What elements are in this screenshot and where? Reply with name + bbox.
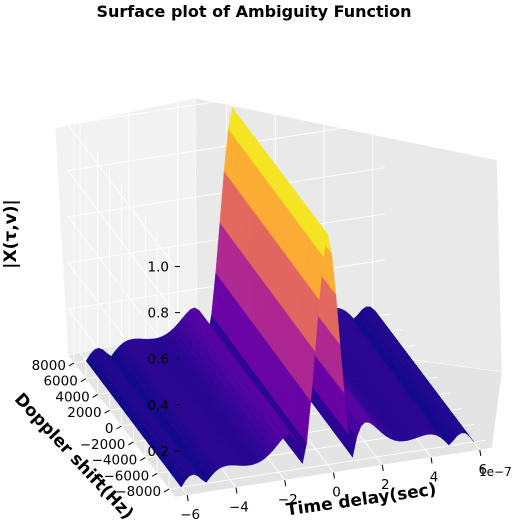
x-tick-label: −6 (180, 507, 200, 523)
surface-cell (467, 433, 475, 443)
y-tick-label: −2000 (80, 437, 126, 453)
z-tick-label: 0.8 (148, 306, 169, 322)
y-tick-mark (104, 409, 110, 414)
axes-ticks: 0.20.40.60.81.080006000400020000−2000−40… (32, 260, 488, 524)
y-tick-mark (68, 362, 75, 367)
x-tick-label: −2 (278, 492, 298, 508)
x-tick-mark (333, 472, 335, 479)
z-tick-label: 0.4 (148, 398, 169, 414)
y-tick-label: 8000 (32, 358, 66, 374)
y-tick-mark (80, 378, 87, 383)
y-tick-mark (151, 472, 158, 477)
y-tick-label: −6000 (103, 468, 149, 484)
x-tick-label: 2 (381, 477, 390, 493)
y-tick-label: 2000 (67, 405, 101, 421)
y-tick-mark (92, 394, 98, 398)
x-tick-label: −4 (229, 500, 249, 516)
x-tick-mark (186, 495, 189, 502)
y-tick-mark (163, 488, 170, 493)
surface-mesh (85, 107, 475, 488)
y-tick-mark (128, 441, 134, 446)
grid-line-z (67, 121, 386, 313)
x-axis-offset-label: 1e−7 (479, 465, 512, 479)
y-tick-label: 4000 (55, 389, 89, 405)
y-tick-label: 0 (105, 421, 114, 437)
z-tick-label: 0.2 (148, 444, 169, 460)
y-tick-label: 6000 (43, 374, 77, 390)
chart-title: Surface plot of Ambiguity Function (96, 2, 411, 21)
back-pane-left (54, 97, 198, 356)
x-tick-label: 6 (479, 462, 488, 478)
x-tick-label: 4 (430, 469, 439, 485)
x-tick-mark (284, 479, 287, 487)
x-tick-mark (381, 464, 384, 472)
z-axis-label: |X(τ,v)| (1, 199, 21, 268)
z-tick-label: 0.6 (148, 352, 169, 368)
y-tick-mark (116, 425, 122, 430)
x-tick-mark (479, 449, 482, 456)
x-tick-mark (235, 487, 238, 494)
x-tick-mark (430, 457, 433, 464)
x-axis-label: Time delay(sec) (285, 480, 438, 521)
y-tick-label: −8000 (115, 484, 161, 500)
grid-line-z (67, 75, 386, 267)
y-tick-label: −4000 (92, 453, 138, 469)
z-tick-label: 1.0 (148, 260, 169, 276)
y-tick-mark (140, 457, 146, 461)
x-tick-label: 0 (332, 485, 341, 501)
